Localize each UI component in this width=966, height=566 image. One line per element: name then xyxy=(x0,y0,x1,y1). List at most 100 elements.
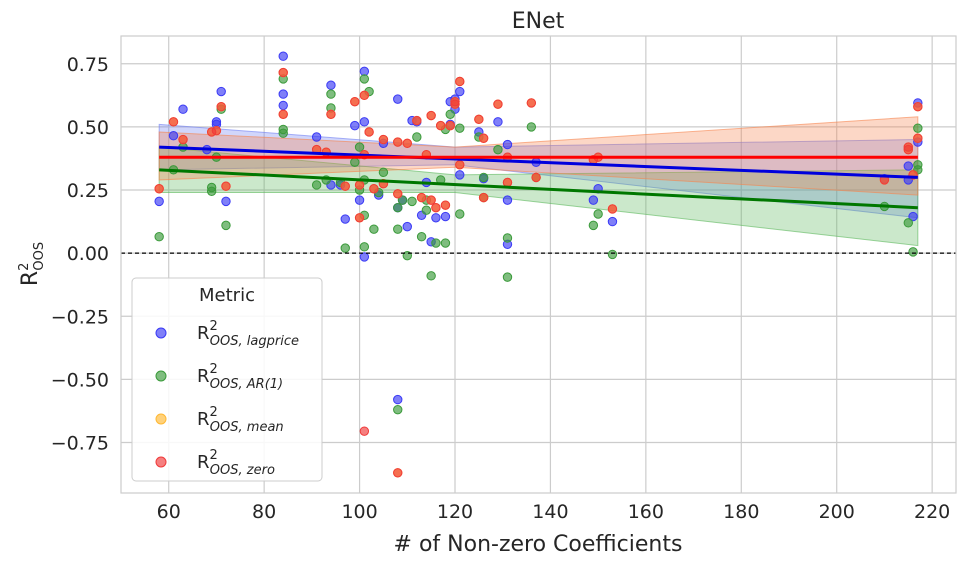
data-point xyxy=(206,186,217,196)
data-point xyxy=(502,233,513,243)
data-point xyxy=(359,426,370,436)
data-point xyxy=(426,195,436,205)
legend-label-main: R xyxy=(197,323,210,344)
data-point xyxy=(378,167,389,178)
data-point xyxy=(402,138,412,149)
data-point xyxy=(393,404,403,415)
data-point xyxy=(154,196,164,207)
x-tick-label: 140 xyxy=(532,501,568,523)
data-point xyxy=(378,134,389,145)
data-point xyxy=(350,157,360,167)
data-point xyxy=(393,94,403,104)
data-point xyxy=(426,271,436,281)
data-point xyxy=(359,90,370,101)
data-point xyxy=(168,117,179,127)
data-point xyxy=(588,220,599,231)
legend-label-main: R xyxy=(197,452,210,473)
data-point xyxy=(478,133,489,143)
data-point xyxy=(431,213,441,223)
data-point xyxy=(493,144,503,155)
regression-line xyxy=(159,168,918,210)
legend-marker xyxy=(155,456,167,468)
y-axis-label-sub: OOS xyxy=(32,242,47,271)
legend-label-sub: OOS, AR(1) xyxy=(210,377,283,392)
x-tick-label: 60 xyxy=(157,501,181,523)
data-point xyxy=(431,202,441,213)
data-point xyxy=(478,192,489,203)
data-point xyxy=(607,216,618,227)
data-point xyxy=(440,200,451,210)
data-point xyxy=(502,195,513,205)
data-point xyxy=(474,114,484,125)
data-point xyxy=(221,181,231,191)
y-axis-label-main: R xyxy=(18,271,43,286)
data-point xyxy=(393,202,403,213)
data-point xyxy=(903,161,913,171)
data-point xyxy=(412,132,422,142)
svg-text:R2OOS: R2OOS xyxy=(17,242,47,286)
y-axis-label-sup: 2 xyxy=(17,263,32,271)
y-tick-label: −0.25 xyxy=(51,306,109,328)
regression-line xyxy=(159,145,918,179)
x-tick-labels: 60 80 100 120 140 160 180 200 220 xyxy=(157,501,951,523)
y-tick-label: −0.75 xyxy=(51,433,109,455)
data-point xyxy=(493,99,503,109)
data-point xyxy=(913,123,923,133)
x-tick-label: 220 xyxy=(914,501,950,523)
data-point xyxy=(178,134,188,145)
data-point xyxy=(278,128,288,138)
data-point xyxy=(350,120,360,131)
data-point xyxy=(908,211,918,222)
data-point xyxy=(221,196,231,207)
legend-entry-label: R2 OOS, zero xyxy=(197,448,275,478)
data-point xyxy=(178,104,188,114)
data-point xyxy=(431,238,441,248)
data-point xyxy=(526,122,537,132)
y-tick-label: 0.25 xyxy=(67,180,109,202)
regression-lines xyxy=(159,145,918,210)
x-tick-label: 100 xyxy=(341,501,377,523)
data-point xyxy=(154,184,164,194)
data-point xyxy=(311,132,322,142)
data-point xyxy=(359,74,370,84)
legend-marker xyxy=(155,413,167,425)
data-point xyxy=(393,189,403,199)
data-point xyxy=(450,96,460,107)
x-tick-label: 80 xyxy=(252,501,276,523)
data-point xyxy=(455,160,465,170)
x-tick-label: 200 xyxy=(819,501,855,523)
data-point xyxy=(354,195,365,205)
y-tick-label: 0.75 xyxy=(67,54,109,76)
data-point xyxy=(455,123,465,133)
data-point xyxy=(416,232,427,242)
x-axis-label: # of Non-zero Coefficients xyxy=(394,532,683,557)
legend-entry-label: R2 OOS, lagprice xyxy=(197,319,299,349)
legend-label-sub: OOS, zero xyxy=(210,463,275,478)
y-axis-label: R2OOS xyxy=(17,242,47,286)
data-point xyxy=(354,180,365,190)
data-point xyxy=(607,204,618,214)
legend-box xyxy=(131,277,323,482)
data-point xyxy=(393,468,403,478)
data-point xyxy=(445,109,455,119)
data-point xyxy=(278,67,288,78)
data-point xyxy=(278,51,288,61)
legend-entry-label: R2 OOS, AR(1) xyxy=(197,362,283,392)
data-point xyxy=(531,172,541,183)
y-tick-label: 0.50 xyxy=(67,117,109,139)
legend-marker xyxy=(155,327,167,339)
data-point xyxy=(421,205,432,215)
plot-frame xyxy=(120,35,957,494)
data-point xyxy=(502,177,513,188)
data-point xyxy=(369,224,379,234)
data-point xyxy=(440,238,451,248)
data-point xyxy=(903,218,913,228)
legend-label-sub: OOS, mean xyxy=(210,420,284,435)
data-point xyxy=(402,221,412,232)
data-point xyxy=(526,98,537,108)
data-point xyxy=(502,139,513,150)
data-point xyxy=(913,133,923,143)
